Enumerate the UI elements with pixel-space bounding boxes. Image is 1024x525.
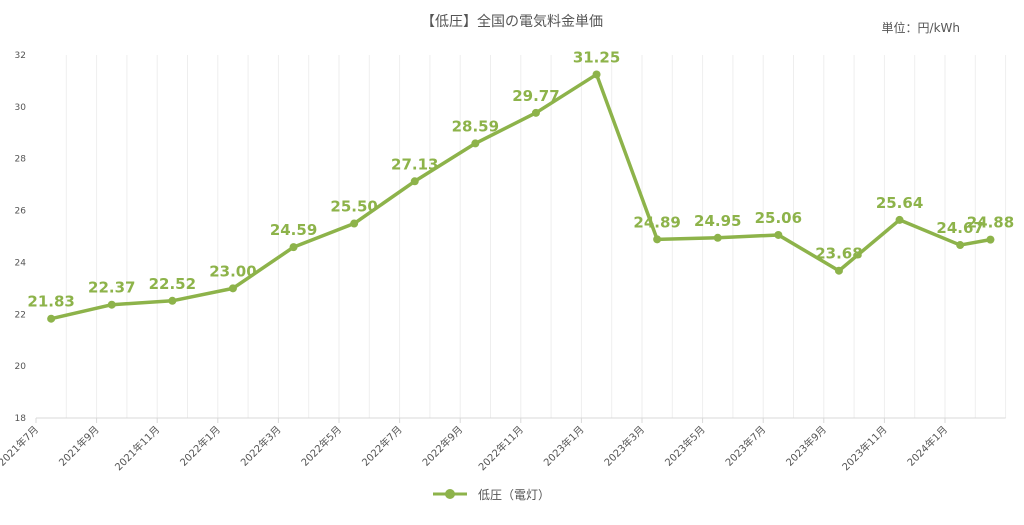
- data-point: [410, 177, 419, 186]
- y-tick-label: 22: [15, 310, 26, 320]
- data-label: 28.59: [452, 117, 499, 135]
- data-point: [168, 296, 177, 305]
- x-tick-label: 2024年1月: [904, 423, 950, 469]
- data-point: [107, 300, 116, 309]
- data-point: [653, 235, 662, 244]
- data-point: [592, 70, 601, 79]
- data-point: [895, 215, 904, 224]
- legend[interactable]: 低圧（電灯）: [433, 488, 550, 502]
- y-tick-label: 30: [15, 103, 27, 113]
- data-label: 22.52: [149, 275, 196, 293]
- data-label: 25.50: [330, 198, 377, 216]
- x-tick-label: 2022年1月: [177, 423, 223, 469]
- x-tick-label: 2021年11月: [112, 423, 162, 473]
- data-label: 21.83: [27, 293, 74, 311]
- data-point: [47, 314, 56, 323]
- data-label: 24.67: [936, 219, 983, 237]
- y-tick-label: 26: [15, 207, 27, 217]
- data-point: [471, 139, 480, 148]
- data-label: 24.59: [270, 221, 317, 239]
- x-tick-label: 2022年9月: [419, 423, 465, 469]
- x-tick-label: 2022年3月: [238, 423, 284, 469]
- x-tick-label: 2022年5月: [298, 423, 344, 469]
- data-point: [713, 233, 722, 242]
- x-tick-label: 2023年5月: [662, 423, 708, 469]
- legend-label: 低圧（電灯）: [478, 488, 550, 502]
- chart-title: 【低圧】全国の電気料金単価: [421, 13, 603, 30]
- data-label: 24.95: [694, 212, 741, 230]
- data-point: [774, 230, 783, 239]
- x-tick-label: 2022年7月: [359, 423, 405, 469]
- y-tick-label: 32: [15, 51, 26, 61]
- x-tick-label: 2021年9月: [56, 423, 102, 469]
- data-point: [228, 284, 237, 293]
- x-tick-label: 2023年11月: [839, 423, 889, 473]
- data-label: 25.64: [876, 194, 923, 212]
- x-tick-label: 2023年3月: [601, 423, 647, 469]
- data-point: [531, 108, 540, 117]
- data-label: 29.77: [512, 87, 559, 105]
- y-tick-label: 24: [15, 258, 27, 268]
- legend-marker-icon: [445, 489, 455, 499]
- data-label: 27.13: [391, 155, 438, 173]
- x-tick-label: 2023年1月: [541, 423, 587, 469]
- data-label: 23.00: [209, 262, 256, 280]
- data-point: [956, 241, 965, 250]
- data-point: [986, 235, 995, 244]
- x-tick-label: 2023年9月: [783, 423, 829, 469]
- unit-label: 単位：円/kWh: [882, 20, 960, 35]
- data-point: [350, 219, 359, 228]
- data-label: 31.25: [573, 48, 620, 66]
- data-label: 24.89: [633, 213, 680, 231]
- data-point: [834, 266, 843, 275]
- y-tick-label: 28: [15, 155, 27, 165]
- data-label: 23.68: [815, 245, 862, 263]
- data-point: [289, 243, 298, 252]
- x-tick-label: 2023年7月: [722, 423, 768, 469]
- data-label: 24.88: [967, 214, 1014, 232]
- x-tick-label: 2021年7月: [0, 423, 41, 469]
- data-label: 25.06: [755, 209, 802, 227]
- y-tick-label: 18: [15, 414, 27, 424]
- data-label: 22.37: [88, 279, 135, 297]
- x-tick-label: 2022年11月: [476, 423, 526, 473]
- y-tick-label: 20: [15, 362, 27, 372]
